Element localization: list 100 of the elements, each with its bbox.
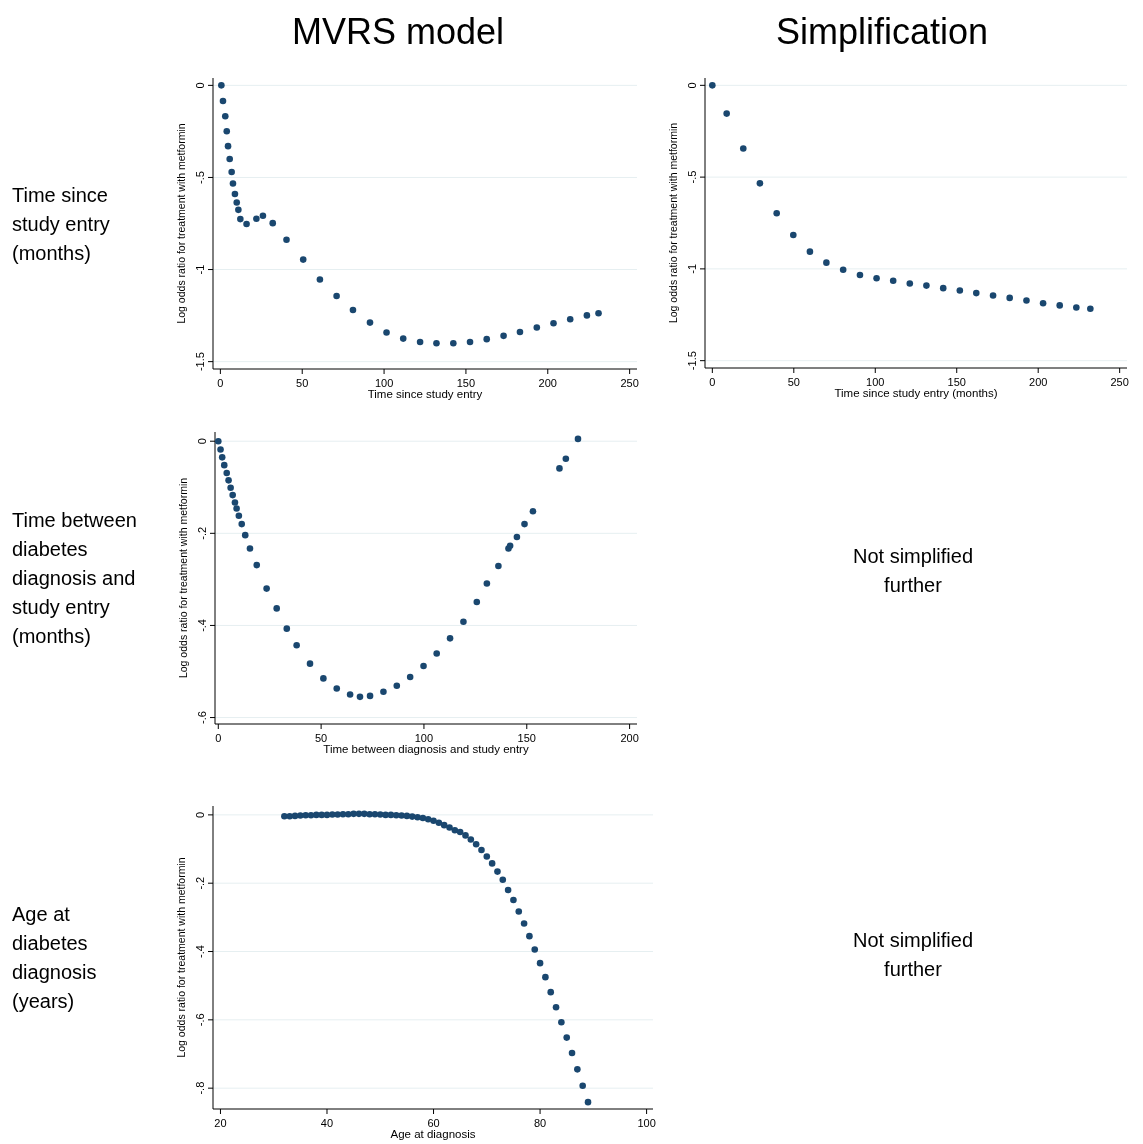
point bbox=[483, 580, 491, 587]
x-tick-label: 50 bbox=[296, 377, 309, 389]
y-tick-label: 0 bbox=[196, 438, 208, 445]
x-tick-label: 150 bbox=[947, 376, 966, 388]
point bbox=[574, 1066, 581, 1073]
point bbox=[420, 662, 427, 670]
point bbox=[472, 840, 480, 848]
x-axis-title: Age at diagnosis bbox=[390, 1128, 476, 1140]
point bbox=[536, 959, 544, 967]
point bbox=[223, 469, 231, 477]
point bbox=[291, 812, 299, 820]
y-tick-label: 0 bbox=[194, 82, 206, 89]
point bbox=[450, 339, 457, 347]
x-tick-label: 100 bbox=[637, 1117, 656, 1129]
point bbox=[224, 142, 232, 150]
point bbox=[451, 826, 459, 834]
point bbox=[456, 828, 464, 836]
point bbox=[495, 562, 502, 570]
point bbox=[906, 280, 914, 287]
y-tick-label: -.6 bbox=[196, 711, 208, 724]
y-tick-label: -.2 bbox=[196, 526, 208, 540]
point bbox=[259, 212, 267, 220]
x-tick-label: 150 bbox=[517, 732, 536, 744]
point bbox=[547, 988, 555, 996]
point bbox=[1073, 304, 1080, 311]
point bbox=[584, 1098, 592, 1106]
point bbox=[219, 97, 227, 105]
point bbox=[1087, 305, 1094, 313]
point bbox=[513, 533, 521, 541]
y-tick-label: 0 bbox=[194, 811, 206, 818]
point bbox=[346, 691, 354, 698]
point bbox=[723, 110, 730, 117]
x-tick-label: 100 bbox=[866, 376, 885, 388]
y-axis-title: Log odds ratio for treatment with metformin bbox=[177, 477, 189, 679]
point bbox=[739, 145, 747, 152]
point bbox=[243, 220, 250, 228]
point bbox=[956, 287, 964, 294]
point bbox=[889, 277, 897, 285]
x-tick-label: 60 bbox=[427, 1117, 440, 1129]
x-tick-label: 0 bbox=[709, 376, 716, 388]
point bbox=[435, 819, 443, 827]
y-tick-label: -.2 bbox=[194, 876, 206, 890]
x-tick-label: 50 bbox=[314, 732, 328, 744]
point bbox=[709, 82, 716, 89]
chart-title: Simplification bbox=[775, 11, 989, 52]
point bbox=[529, 507, 537, 515]
point bbox=[478, 846, 485, 854]
y-tick-label: -.5 bbox=[686, 170, 698, 184]
point bbox=[446, 824, 453, 831]
point bbox=[568, 1049, 576, 1057]
point bbox=[542, 973, 549, 981]
point bbox=[393, 682, 401, 690]
y-axis-title: Log odds ratio for treatment with metformin bbox=[175, 857, 187, 1058]
point bbox=[233, 505, 240, 512]
point bbox=[382, 811, 389, 819]
point bbox=[229, 491, 236, 499]
point bbox=[533, 324, 541, 331]
point bbox=[399, 335, 407, 342]
point bbox=[558, 1018, 565, 1026]
point bbox=[773, 209, 780, 217]
point bbox=[430, 817, 437, 824]
point bbox=[756, 180, 764, 187]
point bbox=[839, 266, 847, 274]
point bbox=[218, 454, 226, 461]
point bbox=[223, 127, 231, 135]
point bbox=[349, 306, 357, 314]
point bbox=[521, 520, 528, 528]
y-tick-label: -.8 bbox=[194, 1081, 206, 1095]
text: Not simplified further bbox=[852, 544, 974, 596]
point bbox=[366, 810, 373, 818]
point bbox=[235, 512, 243, 520]
chart-title: MVRS model bbox=[291, 11, 505, 52]
point bbox=[515, 908, 523, 915]
point bbox=[516, 328, 524, 336]
point bbox=[214, 437, 222, 445]
text: Time between diabetes diagnosis and study entry (months) bbox=[12, 509, 137, 647]
point bbox=[227, 484, 234, 492]
point bbox=[218, 82, 225, 89]
point bbox=[595, 309, 602, 317]
point bbox=[446, 635, 454, 642]
point bbox=[433, 650, 440, 657]
x-tick-label: 80 bbox=[533, 1117, 547, 1129]
point bbox=[299, 256, 307, 263]
x-tick-label: 200 bbox=[1029, 376, 1048, 388]
text: Not simplified further bbox=[852, 928, 974, 980]
y-tick-label: -1.5 bbox=[686, 351, 698, 371]
point bbox=[283, 625, 291, 632]
point bbox=[873, 274, 880, 282]
point bbox=[500, 332, 507, 340]
point bbox=[989, 292, 997, 299]
point bbox=[220, 461, 228, 469]
point bbox=[1006, 294, 1013, 302]
point bbox=[229, 180, 237, 187]
point bbox=[823, 259, 830, 266]
point bbox=[225, 477, 232, 484]
text: Age at diabetes diagnosis (years) bbox=[12, 903, 97, 1012]
point bbox=[473, 598, 481, 606]
point bbox=[221, 113, 229, 120]
point bbox=[323, 811, 331, 819]
point bbox=[1039, 299, 1047, 307]
